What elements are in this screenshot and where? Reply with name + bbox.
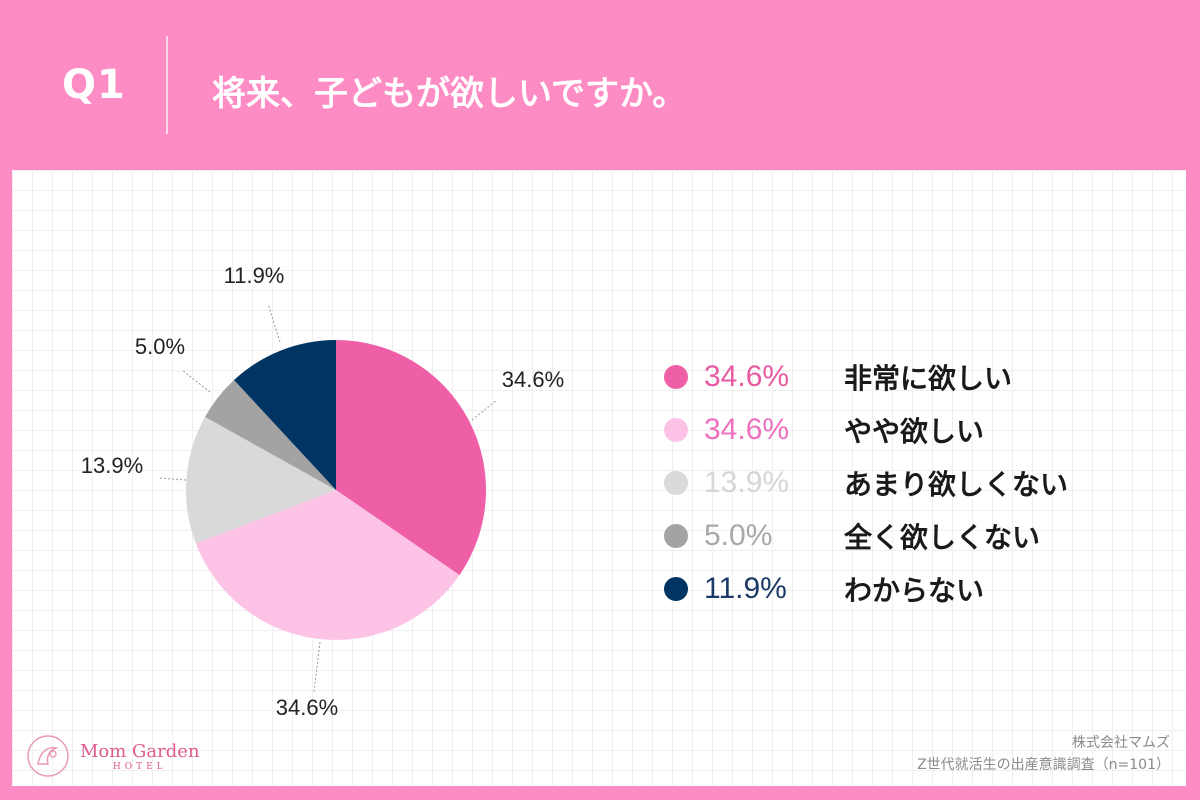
logo-main-text: Mom Garden xyxy=(80,740,200,762)
legend-swatch xyxy=(664,576,688,601)
legend-item: 34.6% 非常に欲しい xyxy=(652,350,1112,403)
company-name: 株式会社マムズ xyxy=(1072,735,1170,751)
legend-value: 34.6% xyxy=(704,359,790,393)
data-label-1: 34.6% xyxy=(502,367,564,392)
pie-slice-5 xyxy=(234,340,336,490)
legend-label: 全く欲しくない xyxy=(844,520,1041,554)
question-title: 将来、子どもが欲しいですか。 xyxy=(212,74,687,114)
legend-value: 34.6% xyxy=(704,412,790,446)
legend-swatch xyxy=(664,470,688,495)
legend-swatch xyxy=(664,523,688,548)
legend-swatch xyxy=(664,364,688,389)
pie-slice-3 xyxy=(186,416,336,544)
legend-item: 13.9% あまり欲しくない xyxy=(652,456,1112,509)
credit: 株式会社マムズ Z世代就活生の出産意識調査（n=101） xyxy=(917,732,1170,776)
mom-garden-logo-icon xyxy=(27,735,69,777)
brand-logo: Mom Garden HOTEL xyxy=(26,728,200,784)
legend-item: 11.9% わからない xyxy=(652,562,1112,615)
pie-slice-4 xyxy=(205,380,336,490)
legend-value: 11.9% xyxy=(704,571,787,605)
leader-line-1 xyxy=(471,399,498,421)
leader-line-2 xyxy=(313,641,321,693)
legend-label: あまり欲しくない xyxy=(844,467,1069,501)
legend-item: 5.0% 全く欲しくない xyxy=(652,509,1112,562)
leader-line-3 xyxy=(157,477,187,481)
data-label-3: 13.9% xyxy=(81,453,143,478)
logo-sub-text: HOTEL xyxy=(112,761,167,772)
legend-value: 5.0% xyxy=(704,518,773,552)
data-label-2: 34.6% xyxy=(276,695,338,720)
legend-value: 13.9% xyxy=(704,465,790,499)
legend-label: やや欲しい xyxy=(844,414,985,448)
data-label-4: 5.0% xyxy=(135,334,185,359)
header-divider xyxy=(166,36,168,134)
survey-name: Z世代就活生の出産意識調査（n=101） xyxy=(917,757,1170,773)
legend-label: 非常に欲しい xyxy=(844,361,1013,395)
legend-item: 34.6% やや欲しい xyxy=(652,403,1112,456)
header: Q1 将来、子どもが欲しいですか。 xyxy=(0,0,1200,170)
leader-line-4 xyxy=(181,369,211,393)
legend-label: わからない xyxy=(844,573,985,607)
pie-slice-1 xyxy=(336,340,487,576)
pie-slice-2 xyxy=(195,490,460,640)
question-number: Q1 xyxy=(62,62,126,108)
chart-legend: 34.6% 非常に欲しい 34.6% やや欲しい 13.9% あまり欲しくない 5.0% 全く… xyxy=(652,350,1112,615)
legend-swatch xyxy=(664,417,688,442)
data-label-5: 11.9% xyxy=(224,263,285,288)
leader-line-5 xyxy=(267,303,281,343)
